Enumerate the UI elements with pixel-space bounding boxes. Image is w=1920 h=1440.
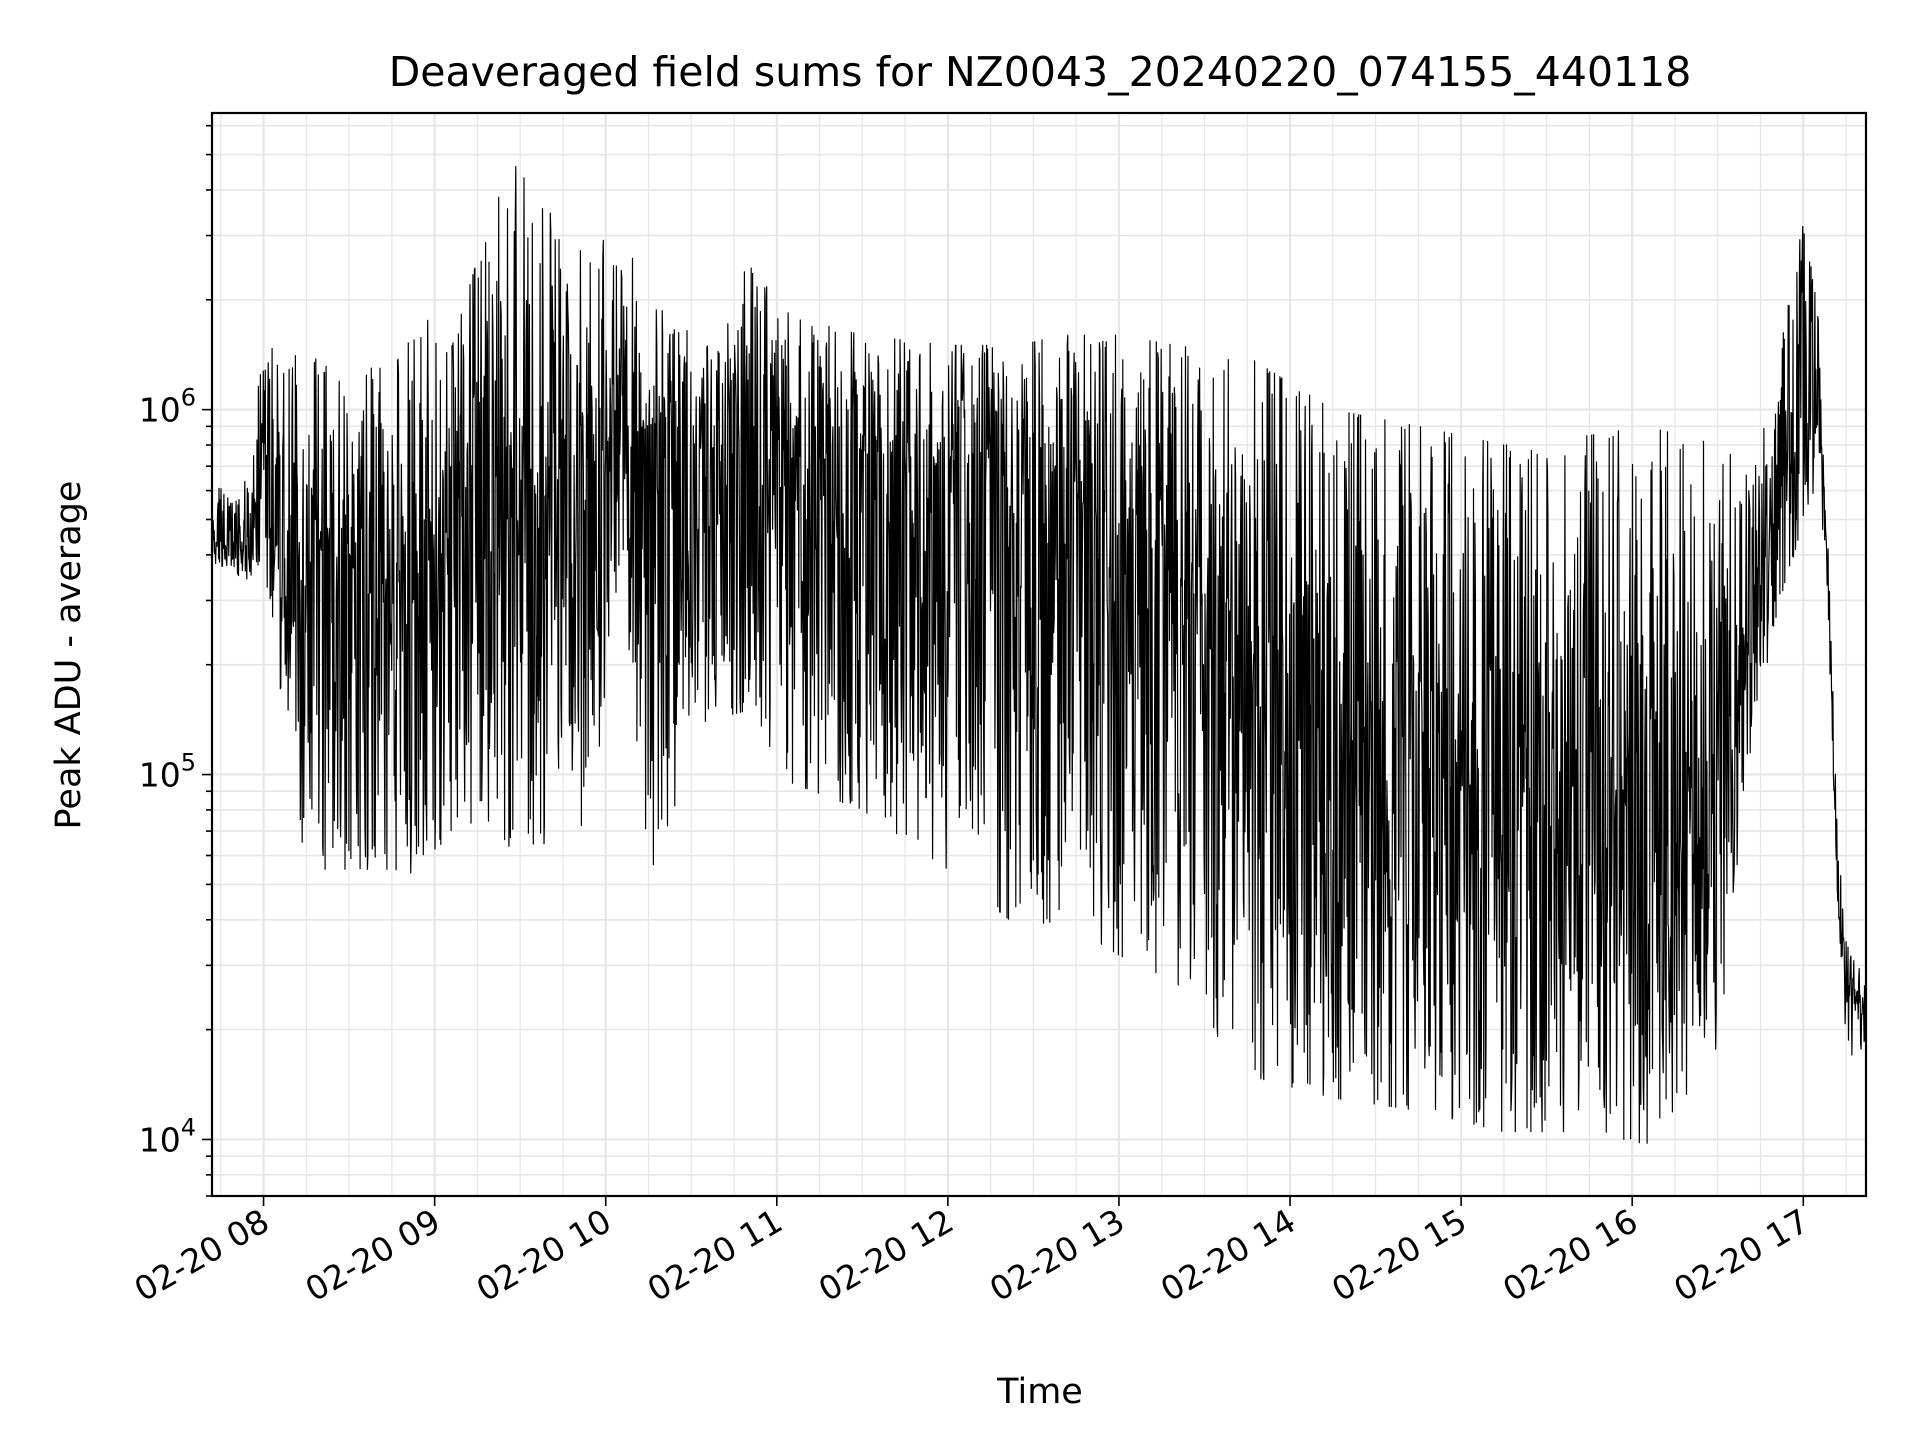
series-line — [211, 166, 1867, 1144]
plot-area — [211, 166, 1867, 1144]
y-tick-label: 104 — [139, 1113, 196, 1159]
axes-frame — [210, 111, 1868, 1198]
y-tick-exponent: 5 — [181, 749, 196, 777]
y-tick-label: 105 — [139, 749, 196, 795]
chart-title: Deaveraged field sums for NZ0043_2024022… — [389, 48, 1692, 96]
y-axis-label: Peak ADU - average — [49, 481, 89, 830]
y-tick-exponent: 4 — [181, 1113, 196, 1141]
y-tick-exponent: 6 — [181, 384, 196, 412]
y-tick-base: 10 — [139, 1120, 181, 1159]
x-axis-label: Time — [996, 1372, 1083, 1412]
y-tick-base: 10 — [139, 756, 181, 795]
y-tick-label: 106 — [139, 384, 196, 430]
y-tick-base: 10 — [139, 391, 181, 430]
